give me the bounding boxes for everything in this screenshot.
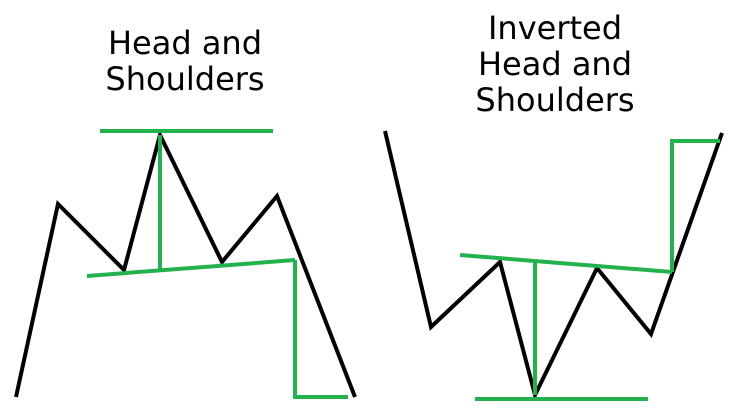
- title-line: Head and: [477, 45, 633, 83]
- left-target-projection: [293, 260, 348, 399]
- title-line: Shoulders: [475, 81, 635, 119]
- left-neckline: [86, 258, 296, 278]
- right-target-projection: [670, 139, 720, 272]
- left-price-line: [14, 129, 357, 398]
- head-and-shoulders-title: Head and Shoulders: [60, 25, 310, 97]
- title-line: Inverted: [487, 9, 623, 47]
- title-line: Shoulders: [105, 60, 265, 98]
- inverted-head-and-shoulders-pattern: [383, 130, 724, 401]
- title-line: Head and: [107, 24, 263, 62]
- head-and-shoulders-pattern: [14, 129, 357, 399]
- inverted-head-and-shoulders-title: Inverted Head and Shoulders: [430, 10, 680, 118]
- right-neckline: [459, 253, 673, 274]
